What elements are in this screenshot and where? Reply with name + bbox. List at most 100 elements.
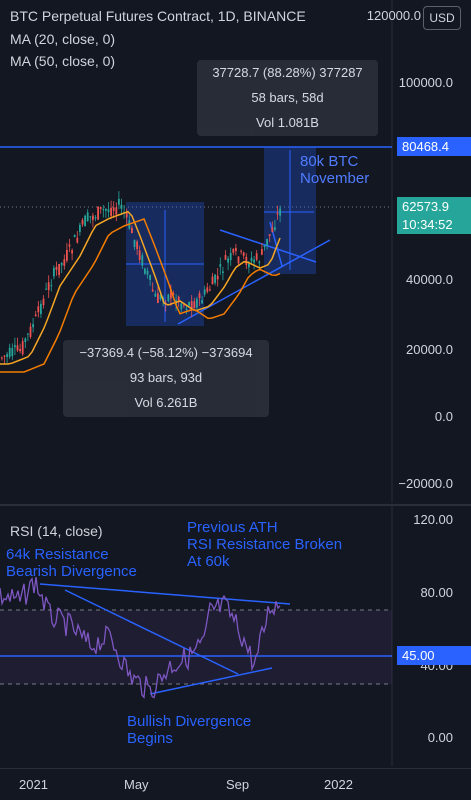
candle-body	[237, 256, 240, 264]
candle-body	[112, 207, 115, 211]
candle-body	[268, 234, 271, 236]
price-axis-label: −20000.0	[398, 476, 453, 491]
price-axis-label: 100000.0	[398, 75, 453, 90]
candle-body	[222, 271, 224, 273]
candle-body	[29, 326, 32, 337]
candle-body	[110, 207, 112, 216]
candle-body	[206, 287, 209, 292]
candle-body	[146, 270, 149, 275]
candle-body	[159, 294, 162, 300]
candle-body	[138, 250, 141, 260]
candle-body	[94, 217, 97, 219]
candle-body	[81, 219, 84, 225]
price-pane[interactable]: BTC Perpetual Futures Contract, 1D, BINA…	[0, 0, 471, 503]
candle-body	[279, 208, 281, 216]
measure-down-box: −37369.4 (−58.12%) −373694 93 bars, 93d …	[63, 340, 269, 417]
candle-body	[250, 257, 253, 262]
candle-body	[263, 245, 266, 248]
measure-up-bars: 58 bars, 58d	[251, 90, 324, 105]
resistance-trendline	[219, 229, 317, 263]
candle-body	[53, 267, 55, 277]
candle-body	[258, 261, 261, 264]
rsi-axis-label: 0.00	[427, 730, 453, 745]
ma50-line	[0, 218, 281, 373]
candle-body	[183, 304, 185, 306]
candle-body	[84, 215, 86, 227]
candle-body	[105, 208, 107, 211]
candle-body	[58, 263, 60, 276]
pane-separator[interactable]	[0, 504, 471, 506]
candle-body	[14, 345, 16, 348]
candle-body	[76, 237, 79, 243]
candle-body	[203, 289, 206, 295]
rsi-line	[0, 577, 281, 699]
candle-body	[219, 264, 222, 267]
candle-body	[68, 244, 71, 247]
candle-body	[34, 314, 37, 316]
candle-body	[196, 298, 198, 308]
candle-body	[198, 293, 201, 299]
candle-body	[50, 285, 53, 287]
candle-body	[209, 289, 211, 291]
candle-body	[211, 276, 214, 285]
measure-up-volume: Vol 1.081B	[256, 115, 319, 130]
candle-body	[201, 300, 203, 304]
candle-body	[253, 259, 255, 263]
candle-body	[125, 212, 128, 218]
candle-body	[193, 301, 196, 309]
candle-body	[32, 324, 34, 328]
rsi-chart[interactable]	[0, 506, 471, 766]
candle-body	[102, 209, 105, 211]
candle-body	[92, 215, 94, 221]
time-label: Sep	[226, 777, 250, 792]
candle-body	[276, 212, 279, 215]
rsi-support-line	[149, 667, 273, 695]
candle-body	[21, 341, 24, 355]
candle-body	[131, 227, 133, 234]
candle-body	[71, 250, 73, 254]
ma20-legend[interactable]: MA (20, close, 0)	[10, 31, 116, 47]
candle-body	[261, 249, 263, 255]
candle-body	[216, 275, 219, 280]
price-axis-label: 20000.0	[406, 342, 453, 357]
time-label: May	[124, 777, 149, 792]
candle-body	[274, 227, 276, 230]
candle-body	[248, 263, 250, 268]
candle-body	[190, 301, 193, 310]
candle-body	[227, 258, 229, 263]
candle-body	[86, 212, 89, 222]
candle-body	[185, 308, 188, 311]
candle-body	[24, 338, 27, 342]
bullish-annotation: Bullish Divergence Begins	[127, 713, 252, 747]
support-trendline	[177, 239, 331, 325]
time-axis[interactable]: 2021 May Sep 2022	[0, 768, 471, 800]
price-axis-label: 120000.0	[366, 8, 421, 23]
candle-body	[133, 239, 136, 247]
candle-body	[3, 355, 6, 357]
candle-body	[245, 256, 248, 265]
ma50-legend[interactable]: MA (50, close, 0)	[10, 53, 116, 69]
candle-body	[47, 282, 50, 291]
rsi-axis-label: 80.00	[420, 585, 453, 600]
price-axis-label: 40000.0	[406, 272, 453, 287]
rsi-pane[interactable]: RSI (14, close) 120.00 80.00 40.00 0.00 …	[0, 506, 471, 766]
measure-up-box: 37728.7 (88.28%) 377287 58 bars, 58d Vol…	[197, 60, 378, 136]
candle-body	[141, 255, 144, 266]
candle-body	[55, 267, 58, 270]
time-label: 2021	[19, 777, 48, 792]
candle-body	[107, 209, 110, 212]
candle-body	[118, 198, 120, 205]
ath-annotation: Previous ATH RSI Resistance Broken At 60…	[187, 519, 343, 570]
price-chart[interactable]	[0, 0, 471, 503]
candle-body	[144, 268, 146, 274]
ma20-line	[0, 210, 281, 365]
candle-body	[167, 294, 170, 301]
currency-button[interactable]: USD	[423, 6, 461, 30]
target-price-tag: 80468.4	[397, 137, 471, 156]
candle-body	[79, 224, 81, 232]
rsi-legend[interactable]: RSI (14, close)	[10, 523, 103, 539]
candle-body	[255, 253, 258, 260]
rsi-axis-label: 120.00	[413, 512, 453, 527]
candle-body	[242, 252, 245, 256]
candle-body	[154, 293, 157, 297]
